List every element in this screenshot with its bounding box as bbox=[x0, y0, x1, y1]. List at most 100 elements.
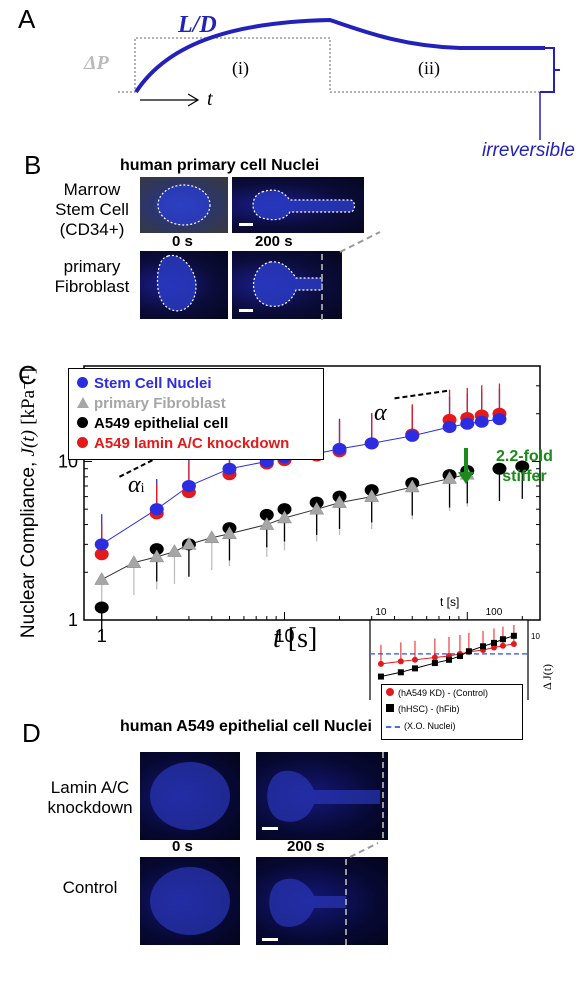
inset-x-tick-label: 10 bbox=[375, 607, 387, 618]
x-tick-label: 10 bbox=[274, 626, 294, 646]
inset-xlabel: t [s] bbox=[440, 595, 460, 609]
d-kd-200s-nucleus bbox=[267, 770, 380, 822]
c-legend: Stem Cell Nuclei primary Fibroblast A549… bbox=[68, 368, 324, 460]
data-point-stem bbox=[222, 462, 237, 475]
data-point-fibroblast bbox=[94, 572, 110, 585]
inset-legend-row-xo: (X.O. Nuclei) bbox=[386, 721, 456, 731]
row2-line1: primary bbox=[63, 257, 121, 276]
fib-0s-outline bbox=[156, 254, 197, 312]
data-point-fibroblast bbox=[364, 489, 380, 502]
alpha-i-slope-line bbox=[118, 459, 154, 478]
data-point-stem bbox=[181, 480, 196, 493]
data-point-stem bbox=[332, 442, 347, 455]
c-xlabel-t: t bbox=[273, 623, 281, 654]
fold-annotation: 2.2-fold stiffer bbox=[496, 447, 553, 487]
b-dashed-diagonal bbox=[339, 231, 381, 253]
alpha-slope-line bbox=[394, 389, 450, 400]
panel-d-title: human A549 epithelial cell Nuclei bbox=[120, 718, 372, 735]
inset-red-point bbox=[510, 641, 517, 648]
data-point-fibroblast bbox=[167, 544, 182, 557]
inset-black-point bbox=[431, 660, 438, 667]
legend-label-stem: Stem Cell Nuclei bbox=[94, 375, 212, 392]
inset-marker-circle-icon bbox=[386, 688, 394, 696]
inset-black-point bbox=[411, 665, 418, 672]
data-point-stem bbox=[442, 420, 457, 433]
data-point-stem bbox=[474, 415, 489, 428]
panel-a-schematic bbox=[118, 17, 560, 140]
inset-red-point bbox=[490, 644, 497, 651]
inset-black-point bbox=[465, 648, 472, 655]
data-point-fibroblast bbox=[332, 495, 347, 508]
phase-ii-label: (ii) bbox=[418, 58, 440, 78]
data-point-fibroblast bbox=[309, 501, 325, 515]
data-point-a549 bbox=[94, 601, 109, 614]
fib-200s-outline bbox=[252, 261, 323, 307]
inset-red-point bbox=[499, 642, 506, 649]
fold-arrow-head bbox=[458, 472, 474, 484]
row1-line3: (CD34+) bbox=[59, 220, 125, 239]
data-point-stem bbox=[405, 429, 420, 442]
panel-b-label: B bbox=[24, 150, 42, 180]
ld-label: L/D bbox=[178, 12, 217, 38]
d-time-200s: 200 s bbox=[287, 838, 325, 855]
legend-marker-triangle-icon bbox=[77, 397, 89, 408]
data-point-a549 bbox=[492, 462, 507, 475]
alpha-i-symbol: α bbox=[128, 472, 141, 498]
legend-label-a549: A549 epithelial cell bbox=[94, 415, 229, 432]
data-point-fibroblast bbox=[259, 517, 275, 530]
inset-legend-hsc: (hHSC) - (hFib) bbox=[398, 704, 460, 714]
panel-a-label: A bbox=[18, 4, 36, 34]
stem-0s-outline bbox=[157, 184, 211, 226]
legend-row-kd: A549 lamin A/C knockdown bbox=[77, 435, 289, 452]
panel-b-overlays bbox=[156, 184, 381, 320]
data-point-fibroblast bbox=[204, 530, 220, 544]
inset-black-point bbox=[446, 656, 452, 663]
inset-legend: (hA549 KD) - (Control) (hHSC) - (hFib) (… bbox=[381, 684, 523, 740]
inset-black-point bbox=[397, 669, 404, 676]
row1-line2: Stem Cell bbox=[55, 200, 129, 219]
inset-marker-dash-icon bbox=[386, 725, 400, 728]
inset-black-point bbox=[480, 643, 487, 650]
inset-legend-kd: (hA549 KD) - (Control) bbox=[398, 688, 489, 698]
scalebar-b2 bbox=[239, 309, 253, 312]
data-point-stem bbox=[364, 437, 379, 450]
data-point-fibroblast bbox=[126, 555, 142, 568]
inset-black-point bbox=[510, 632, 517, 639]
phase-i-label: (i) bbox=[232, 58, 249, 78]
stem-200s-outline bbox=[252, 189, 356, 221]
d-row1-line1: Lamin A/C bbox=[50, 778, 130, 797]
d-ctrl-200s-nucleus bbox=[269, 878, 346, 927]
panel-b-title: human primary cell Nuclei bbox=[120, 157, 320, 174]
alpha-i-subscript: i bbox=[140, 481, 145, 496]
irreversible-label: irreversible bbox=[482, 140, 575, 161]
data-point-stem bbox=[460, 417, 475, 430]
legend-label-kd: A549 lamin A/C knockdown bbox=[94, 435, 290, 452]
data-point-fibroblast bbox=[442, 471, 457, 484]
d-time-0s: 0 s bbox=[172, 838, 193, 855]
dp-label: ΔP bbox=[84, 52, 109, 74]
ld-curve bbox=[134, 17, 545, 94]
inset-x-tick-label: 100 bbox=[486, 607, 503, 618]
data-point-a549 bbox=[149, 543, 164, 556]
data-point-fibroblast bbox=[181, 536, 197, 550]
data-point-fibroblast bbox=[277, 510, 292, 524]
inset-legend-row-hsc: (hHSC) - (hFib) bbox=[386, 704, 460, 714]
inset-red-point bbox=[397, 658, 404, 665]
data-point-fibroblast bbox=[222, 526, 237, 539]
inset-black-point bbox=[456, 653, 463, 660]
inset-red-point bbox=[431, 654, 438, 661]
b-time-200s: 200 s bbox=[255, 233, 293, 250]
legend-marker-circle-icon bbox=[77, 377, 88, 388]
panel-d-label: D bbox=[22, 718, 41, 748]
t-label: t bbox=[207, 88, 213, 110]
inset-marker-square-icon bbox=[386, 704, 394, 712]
d-row1-line2: knockdown bbox=[47, 798, 133, 817]
data-point-a549 bbox=[259, 508, 274, 521]
c-xlabel: t [s] bbox=[273, 623, 317, 655]
inset-black-point bbox=[490, 639, 497, 646]
legend-row-a549: A549 epithelial cell bbox=[77, 415, 228, 432]
scalebar-d1 bbox=[262, 827, 278, 830]
time-arrow-head bbox=[187, 93, 200, 107]
fold-line2: stiffer bbox=[502, 468, 547, 485]
data-point-fibroblast bbox=[404, 479, 420, 493]
